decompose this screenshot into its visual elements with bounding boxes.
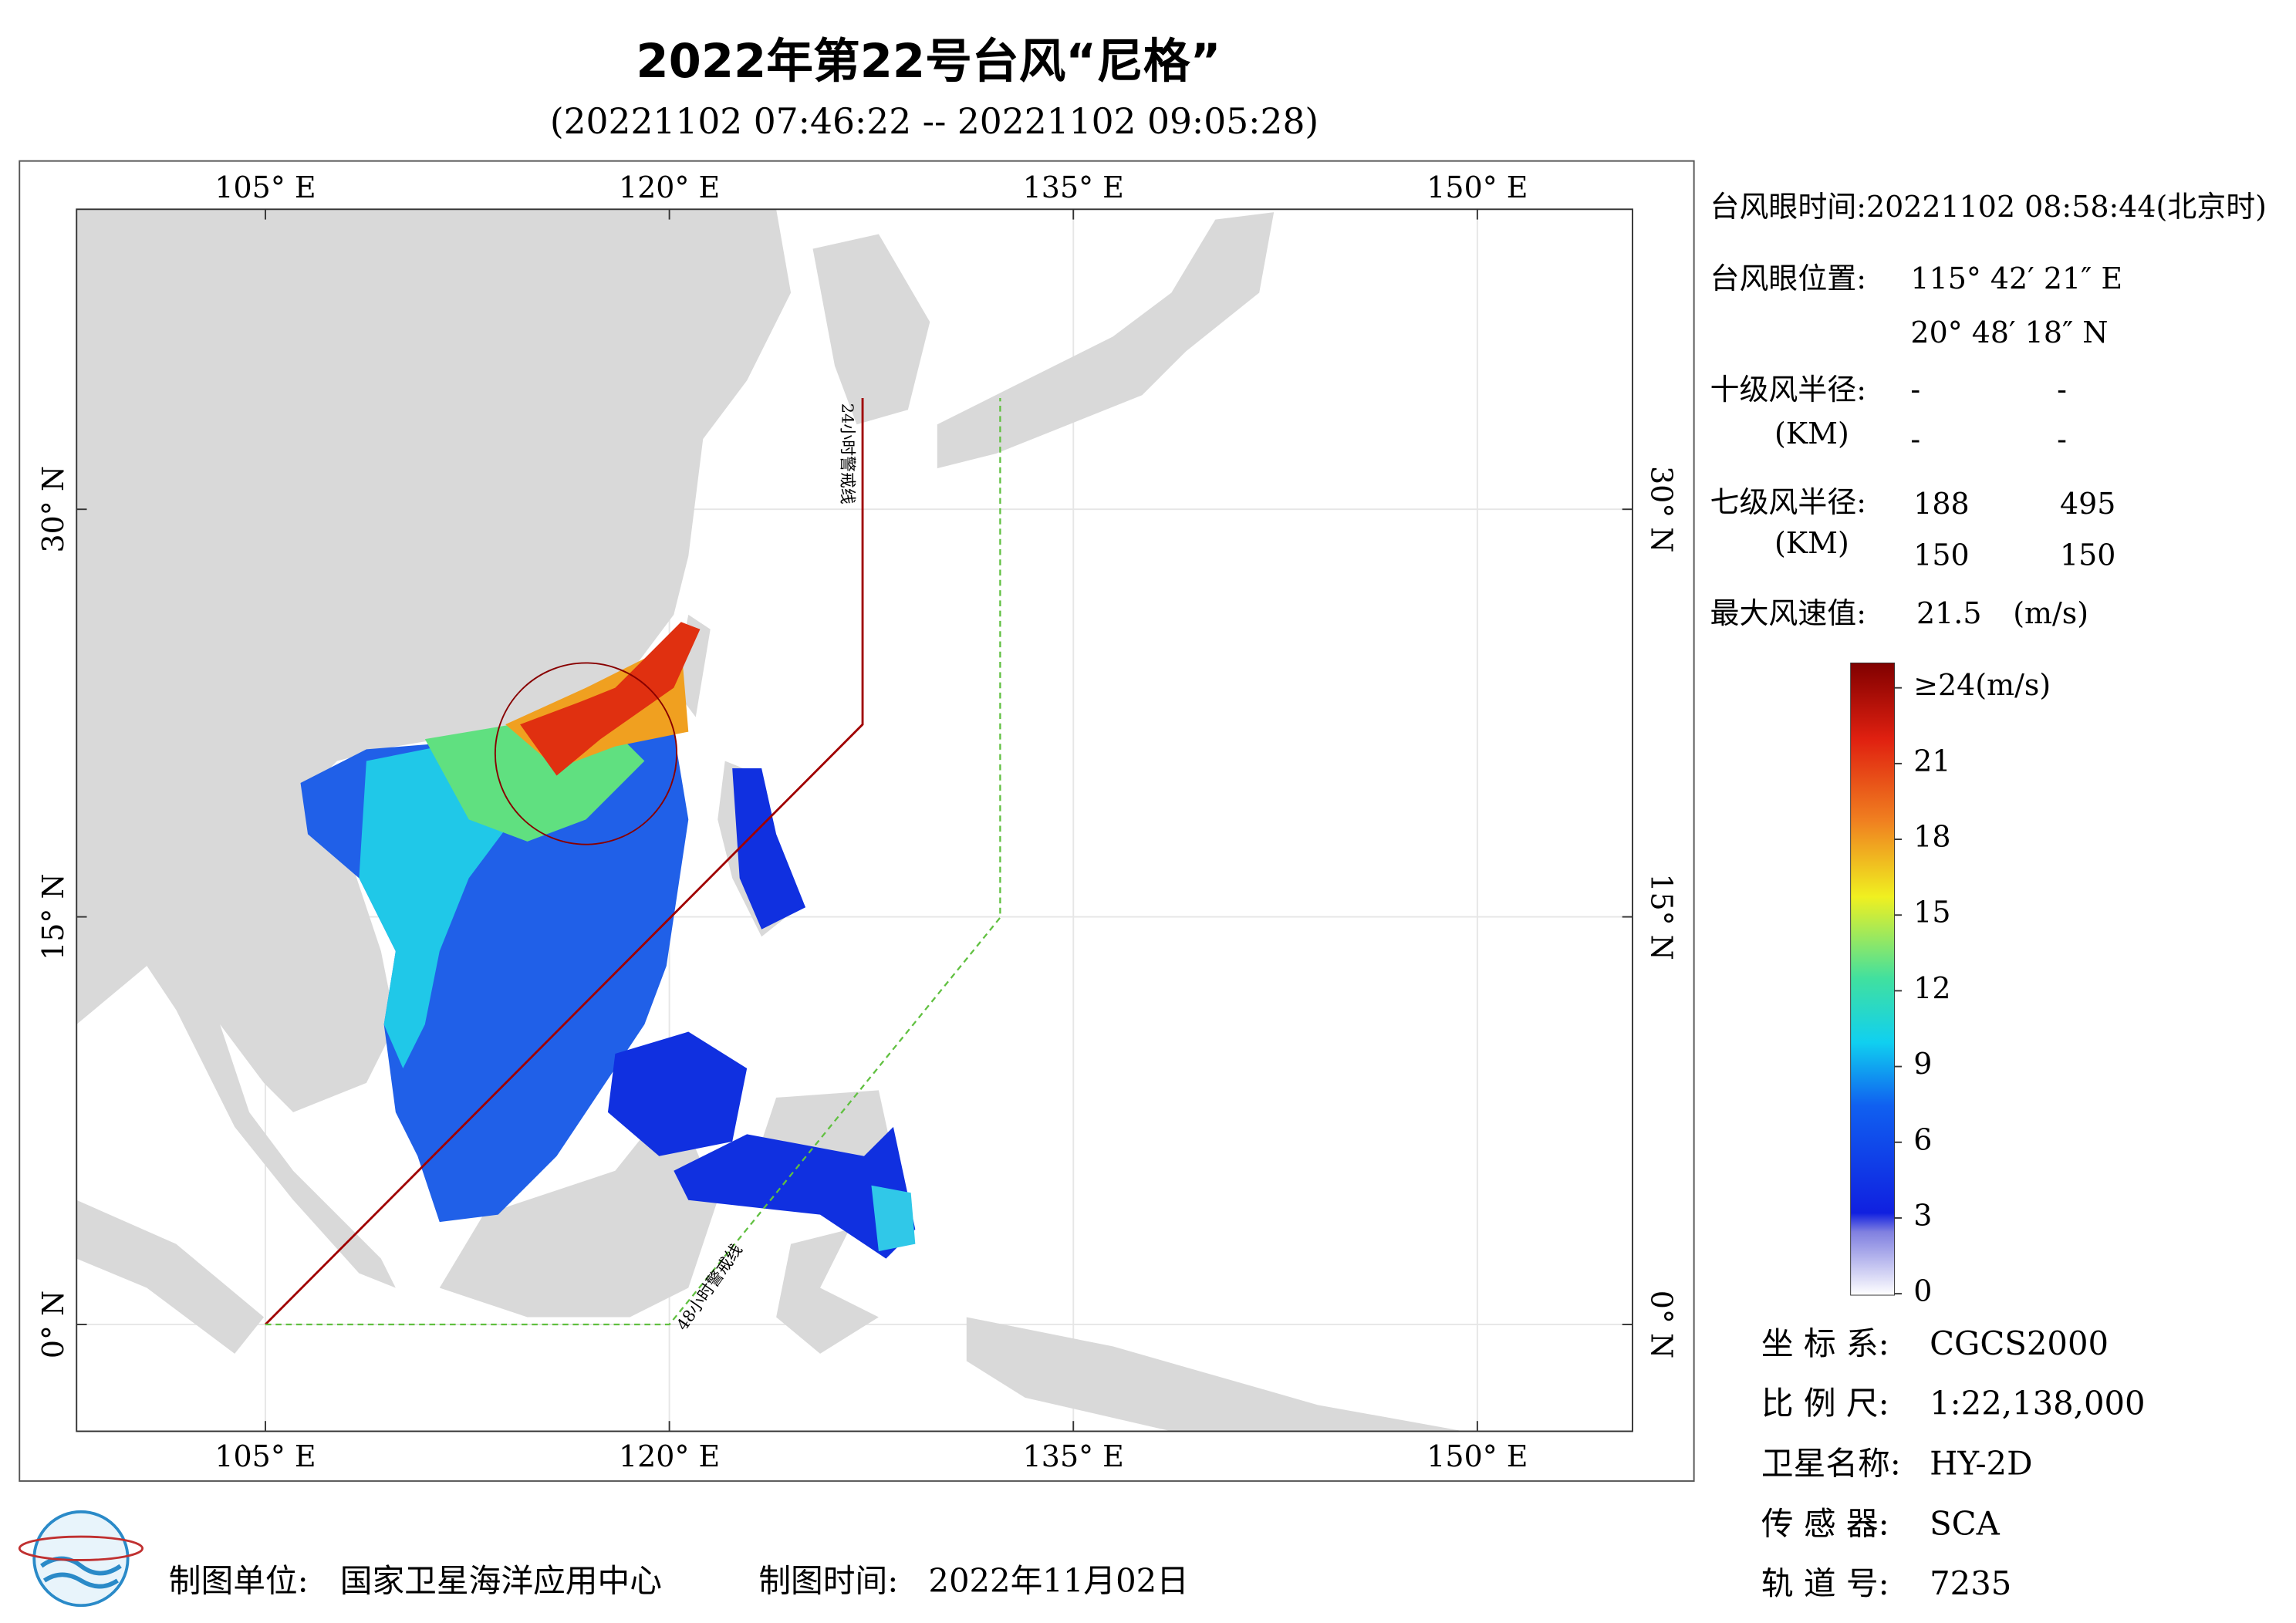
colorbar-label: ≥24(m/s): [1913, 668, 2051, 702]
meta-value: CGCS2000: [1930, 1324, 2109, 1362]
colorbar-label: 0: [1913, 1274, 1932, 1308]
value: 21.5: [1916, 596, 1981, 630]
map-frame: [19, 160, 1695, 1482]
meta-value: HY-2D: [1930, 1444, 2032, 1482]
value: 188: [1913, 487, 1969, 521]
lat-label: 30° N: [36, 466, 70, 553]
lon-label: 135° E: [1023, 1439, 1124, 1473]
unit: (m/s): [2013, 596, 2088, 630]
colorbar-label: 18: [1913, 820, 1950, 854]
meta-label: 坐 标 系:: [1761, 1324, 1889, 1362]
lat-label: 0° N: [1645, 1291, 1679, 1358]
value: 150: [2060, 538, 2115, 572]
label: 七级风半径:: [1710, 485, 1866, 519]
label: 台风眼位置:: [1710, 262, 1866, 295]
label: 最大风速值:: [1710, 596, 1866, 630]
lat-label: 15° N: [1645, 873, 1679, 960]
warning-line-48h: [265, 398, 1001, 1326]
colorbar-label: 3: [1913, 1198, 1932, 1232]
land: [439, 1097, 718, 1318]
footer-value: 2022年11月02日: [928, 1561, 1189, 1599]
colorbar-label: 15: [1913, 896, 1950, 930]
logo: [18, 1510, 144, 1608]
wind-radius: [494, 662, 678, 845]
meta-value: 7235: [1930, 1564, 2011, 1602]
map: [76, 209, 1633, 1432]
lon-label: 120° E: [619, 170, 720, 204]
meta-label: 卫星名称:: [1761, 1444, 1901, 1482]
colorbar: [1850, 662, 1896, 1296]
lon-label: 105° E: [214, 170, 316, 204]
meta-label: 轨 道 号:: [1761, 1564, 1889, 1602]
eye-time: 台风眼时间:20221102 08:58:44(北京时): [1710, 190, 2267, 224]
wind-field: [300, 622, 916, 1259]
unit: (KM): [1774, 526, 1849, 560]
lat-label: 0° N: [36, 1291, 70, 1358]
title: 2022年第22号台风“尼格”: [636, 35, 1221, 89]
label: 十级风半径:: [1710, 373, 1866, 407]
value: -: [2057, 373, 2067, 407]
colorbar-label: 12: [1913, 971, 1950, 1005]
land: [76, 1200, 265, 1354]
land: [812, 234, 930, 425]
subtitle: (20221102 07:46:22 -- 20221102 09:05:28): [550, 101, 1319, 142]
colorbar-label: 6: [1913, 1122, 1932, 1156]
value: 20° 48′ 18″ N: [1910, 315, 2108, 349]
lon-label: 135° E: [1023, 170, 1124, 204]
info-panel: 台风眼时间:20221102 08:58:44(北京时) 台风眼位置: 115°…: [1710, 190, 2267, 630]
value: -: [2057, 422, 2067, 456]
land: [966, 1317, 1464, 1432]
colorbar-label: 9: [1913, 1047, 1932, 1081]
value: -: [1910, 373, 1920, 407]
colorbar-label: 21: [1913, 744, 1950, 778]
value: -: [1910, 422, 1920, 456]
lat-label: 15° N: [36, 873, 70, 960]
land: [776, 1229, 879, 1354]
lon-label: 120° E: [619, 1439, 720, 1473]
warning-label-24h: 24小时警戒线: [839, 403, 857, 504]
footer-value: 国家卫星海洋应用中心: [340, 1561, 662, 1599]
land: [76, 209, 792, 1288]
warning-line-24h: [264, 398, 864, 1325]
meta-label: 比 例 尺:: [1761, 1385, 1889, 1422]
meta-value: SCA: [1930, 1504, 2001, 1542]
lat-label: 30° N: [1645, 466, 1679, 553]
footer-label: 制图时间:: [758, 1561, 898, 1599]
value: 150: [1913, 538, 1969, 572]
value: 495: [2060, 487, 2115, 521]
lon-label: 105° E: [214, 1439, 316, 1473]
unit: (KM): [1774, 417, 1849, 450]
lon-label: 150° E: [1427, 1439, 1528, 1473]
meta-value: 1:22,138,000: [1930, 1385, 2145, 1422]
footer-label: 制图单位:: [169, 1561, 309, 1599]
meta-label: 传 感 器:: [1761, 1504, 1889, 1542]
value: 115° 42′ 21″ E: [1910, 262, 2122, 295]
plot-frame: [76, 208, 1633, 1432]
lon-label: 150° E: [1427, 170, 1528, 204]
